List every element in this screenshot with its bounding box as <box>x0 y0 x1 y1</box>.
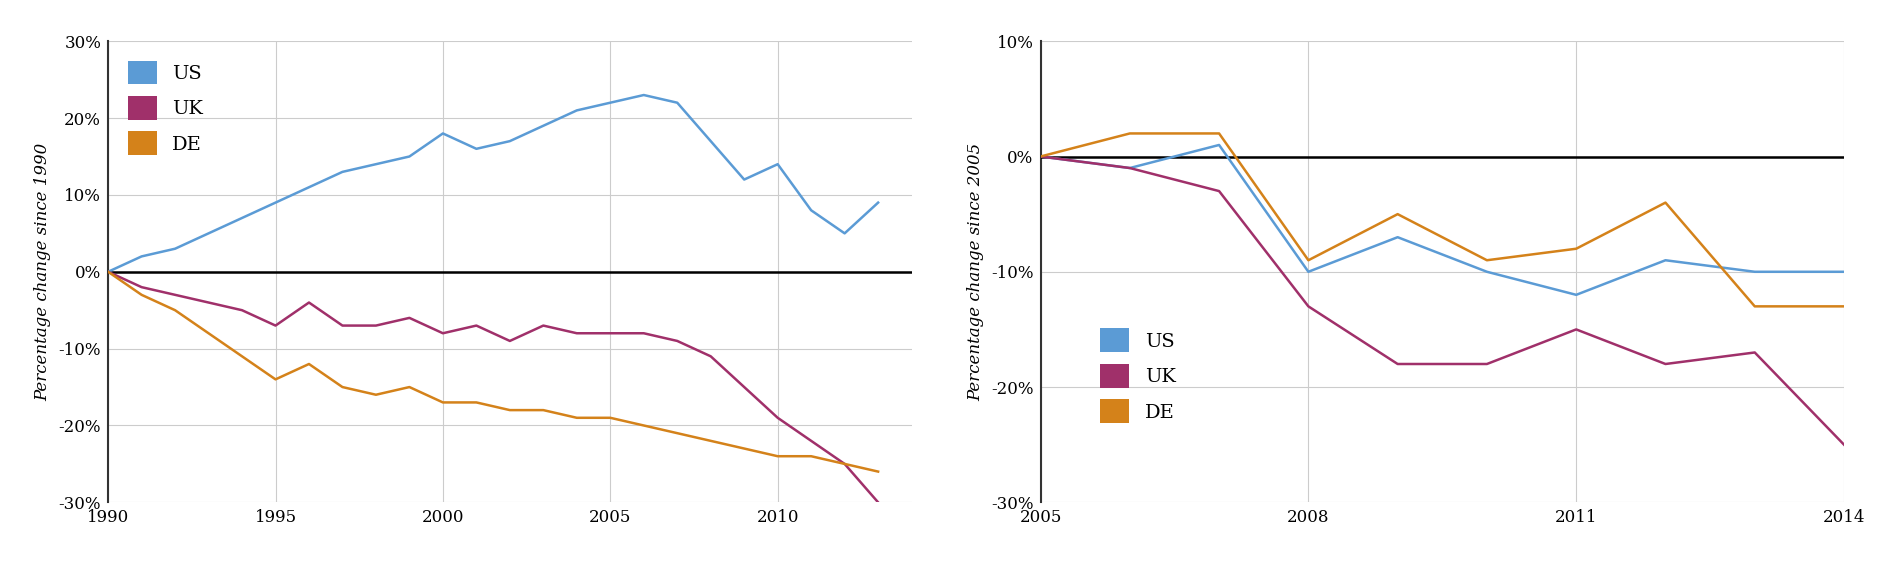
Legend: US, UK, DE: US, UK, DE <box>118 51 213 165</box>
Y-axis label: Percentage change since 2005: Percentage change since 2005 <box>967 142 984 401</box>
Y-axis label: Percentage change since 1990: Percentage change since 1990 <box>34 142 51 401</box>
Legend: US, UK, DE: US, UK, DE <box>1091 319 1186 433</box>
